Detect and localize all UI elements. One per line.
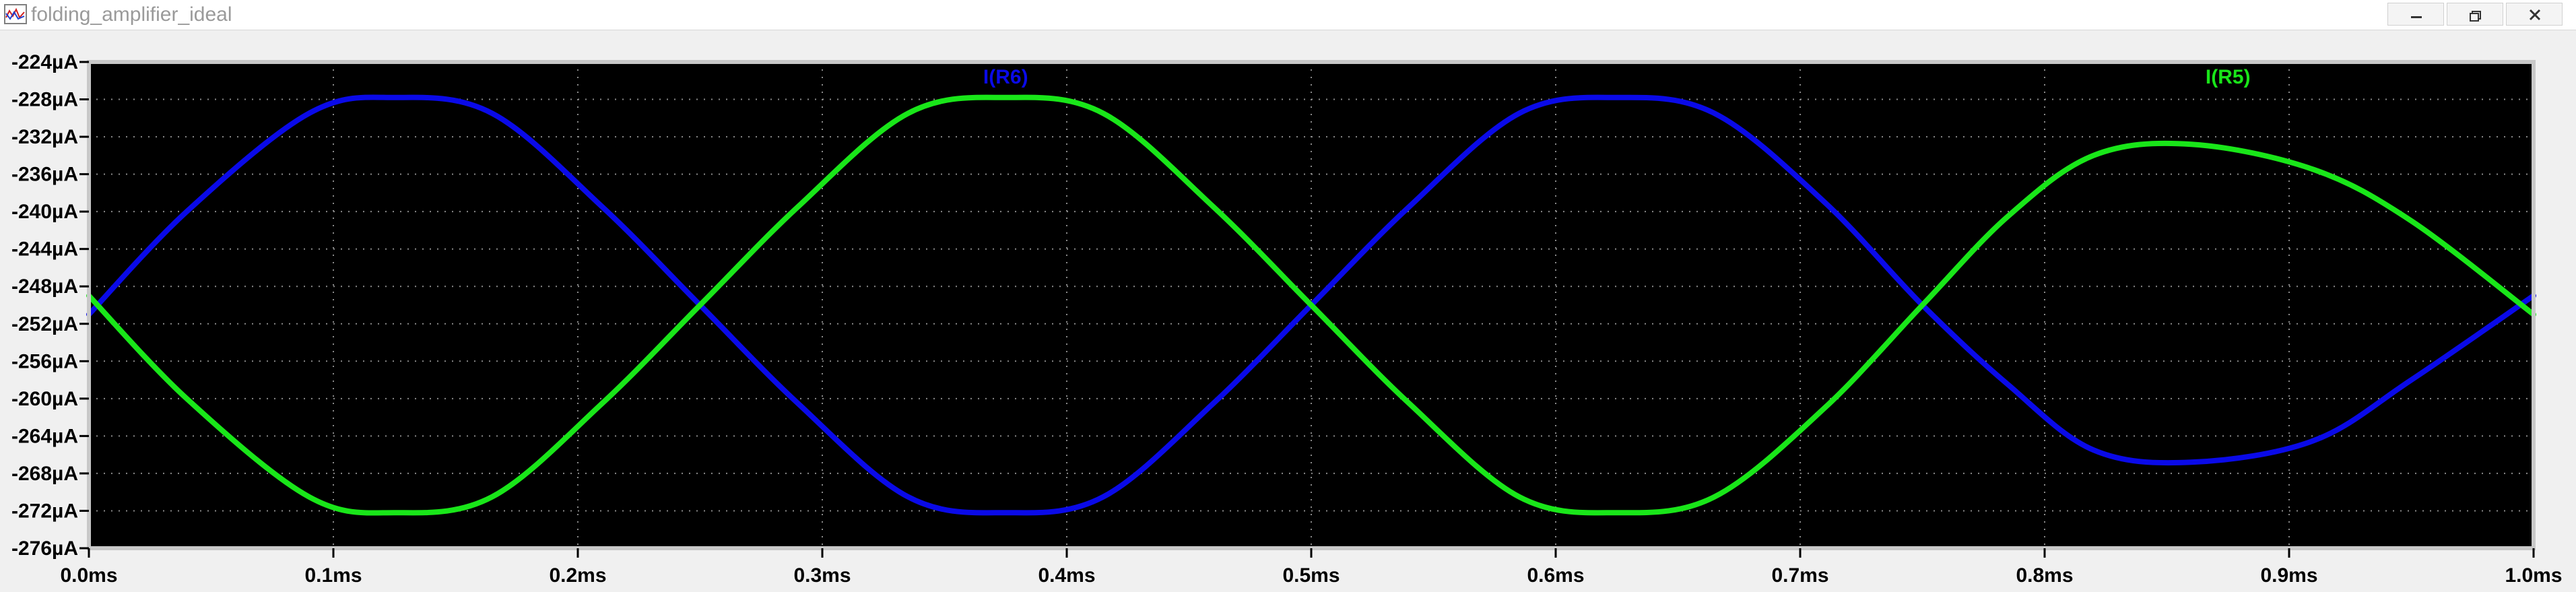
title-bar[interactable]: folding_amplifier_ideal — [0, 0, 2576, 30]
y-tick-label: -248µA — [11, 275, 78, 298]
restore-button[interactable] — [2447, 3, 2503, 26]
waveform-app-icon — [4, 4, 27, 24]
legend-label-1[interactable]: I(R5) — [2206, 66, 2251, 88]
y-tick-label: -244µA — [11, 238, 78, 261]
y-tick-label: -240µA — [11, 201, 78, 223]
x-tick-label: 0.5ms — [1282, 564, 1340, 587]
y-tick-label: -252µA — [11, 313, 78, 335]
minimize-button[interactable] — [2387, 3, 2444, 26]
x-tick-label: 0.8ms — [2016, 564, 2073, 587]
y-tick-label: -268µA — [11, 463, 78, 485]
window-title: folding_amplifier_ideal — [31, 3, 232, 26]
transient-plot[interactable]: -224µA -228µA -232µA -236µA -240µA -244µA -248… — [0, 30, 2576, 592]
x-tick-label: 0.4ms — [1038, 564, 1095, 587]
y-axis: -224µA -228µA -232µA -236µA -240µA -244µA -248… — [11, 51, 89, 560]
x-tick-label: 0.9ms — [2260, 564, 2317, 587]
x-tick-label: 0.3ms — [793, 564, 851, 587]
y-tick-label: -276µA — [11, 537, 78, 560]
y-tick-label: -236µA — [11, 164, 78, 186]
y-tick-label: -264µA — [11, 425, 78, 447]
x-tick-label: 0.6ms — [1527, 564, 1584, 587]
series-layer — [86, 94, 2536, 516]
x-tick-label: 0.0ms — [60, 564, 117, 587]
x-tick-label: 0.2ms — [549, 564, 606, 587]
legend: I(R6) I(R5) — [983, 66, 2251, 88]
minimize-icon — [2411, 16, 2422, 18]
series-line-1 — [86, 94, 2536, 516]
x-axis: 0.0ms 0.1ms 0.2ms 0.3ms 0.4ms 0.5ms 0.6ms 0.7ms… — [60, 548, 2563, 587]
y-tick-label: -260µA — [11, 388, 78, 410]
x-tick-label: 0.1ms — [304, 564, 362, 587]
y-tick-label: -272µA — [11, 500, 78, 522]
y-tick-label: -256µA — [11, 350, 78, 372]
restore-icon — [2470, 11, 2481, 22]
close-icon — [2529, 9, 2541, 21]
legend-label-0[interactable]: I(R6) — [983, 66, 1028, 88]
close-button[interactable] — [2506, 3, 2563, 26]
y-tick-label: -224µA — [11, 51, 78, 73]
y-tick-label: -232µA — [11, 126, 78, 148]
x-tick-label: 1.0ms — [2505, 564, 2562, 587]
x-tick-label: 0.7ms — [1771, 564, 1828, 587]
y-tick-label: -228µA — [11, 89, 78, 111]
series-line-0 — [86, 94, 2536, 516]
